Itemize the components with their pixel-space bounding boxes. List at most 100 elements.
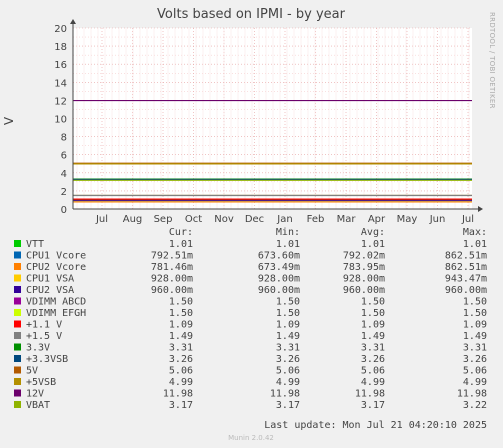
legend-avg-value: 4.99	[361, 377, 385, 388]
legend-cur-value: 928.00m	[151, 274, 193, 285]
legend-cur-value: 960.00m	[151, 285, 193, 296]
legend-avg-value: 1.01	[361, 239, 385, 250]
y-axis-arrow	[70, 19, 76, 24]
legend-avg-value: 3.31	[361, 343, 385, 354]
column-avg: Avg:	[361, 227, 385, 238]
legend-min-value: 5.06	[276, 366, 300, 377]
legend-min-value: 4.99	[276, 377, 300, 388]
x-tick-label: Dec	[245, 214, 264, 225]
legend-swatch	[14, 320, 21, 328]
legend-cur-value: 3.17	[169, 400, 193, 411]
y-tick-label: 6	[61, 151, 67, 162]
legend-max-value: 3.26	[463, 354, 487, 365]
legend-series-name: CPU1 Vcore	[26, 251, 86, 262]
legend-swatch	[14, 366, 21, 374]
column-cur: Cur:	[169, 227, 193, 238]
legend-max-value: 862.51m	[445, 251, 487, 262]
y-tick-labels: 0 2 4 6 8 10 12 14 16 18 20	[54, 24, 67, 216]
legend-swatch	[14, 309, 21, 316]
legend-swatch	[14, 332, 21, 339]
last-update: Last update: Mon Jul 21 04:20:10 2025	[264, 420, 487, 431]
legend-cur-value: 1.50	[169, 308, 193, 319]
legend-avg-value: 1.09	[361, 320, 385, 331]
x-tick-label: Jan	[276, 214, 292, 225]
y-tick-label: 4	[61, 169, 67, 180]
legend-cur-value: 4.99	[169, 377, 193, 388]
legend-min-value: 928.00m	[258, 274, 300, 285]
legend-max-value: 1.09	[463, 320, 487, 331]
legend-series-name: VBAT	[26, 400, 50, 411]
series-lines	[73, 99, 472, 203]
x-tick-label: Mar	[337, 214, 357, 225]
legend-avg-value: 3.17	[361, 400, 385, 411]
x-tick-labels: Jul Aug Sep Oct Nov Dec Jan Feb Mar Apr May Jun Jul	[95, 214, 474, 225]
legend-series-name: +3.3VSB	[26, 354, 68, 365]
legend-min-value: 1.50	[276, 297, 300, 308]
chart-title: Volts based on IPMI - by year	[157, 7, 346, 22]
legend-swatch	[14, 240, 21, 247]
legend-max-value: 943.47m	[445, 274, 487, 285]
legend-swatch	[14, 297, 21, 305]
x-tick-label: Sep	[154, 214, 173, 225]
legend-series-name: 5V	[26, 366, 38, 377]
legend-series-name: 3.3V	[26, 343, 50, 354]
legend-swatch	[14, 251, 21, 259]
legend-min-value: 1.01	[276, 239, 300, 250]
legend-avg-value: 1.49	[361, 331, 385, 342]
legend-min-value: 3.17	[276, 400, 300, 411]
legend-series-name: CPU2 VSA	[26, 285, 74, 296]
legend-avg-value: 3.26	[361, 354, 385, 365]
y-tick-label: 18	[54, 42, 67, 53]
legend-max-value: 1.50	[463, 308, 487, 319]
x-axis-arrow	[478, 206, 483, 212]
legend-cur-value: 1.49	[169, 331, 193, 342]
legend-max-value: 3.31	[463, 343, 487, 354]
legend-min-value: 960.00m	[258, 285, 300, 296]
legend-series-name: VDIMM EFGH	[26, 308, 86, 319]
legend-cur-value: 1.09	[169, 320, 193, 331]
legend-cur-value: 1.50	[169, 297, 193, 308]
legend: Cur: Min: Avg: Max: VTT 1.01 1.01 1.01 1.01 C…	[14, 227, 487, 411]
legend-swatch	[14, 355, 21, 362]
legend-max-value: 11.98	[457, 389, 487, 400]
legend-avg-value: 5.06	[361, 366, 385, 377]
x-tick-label: Aug	[123, 214, 143, 225]
legend-avg-value: 792.02m	[343, 251, 385, 262]
x-tick-label: Apr	[368, 214, 386, 225]
legend-cur-value: 3.26	[169, 354, 193, 365]
axes	[70, 19, 483, 212]
legend-min-value: 3.31	[276, 343, 300, 354]
legend-avg-value: 1.50	[361, 308, 385, 319]
legend-cur-value: 792.51m	[151, 251, 193, 262]
y-tick-label: 8	[61, 133, 67, 144]
legend-cur-value: 781.46m	[151, 262, 193, 273]
legend-swatch	[14, 263, 21, 270]
y-tick-label: 14	[54, 78, 67, 89]
y-axis-label: V	[2, 116, 16, 125]
legend-cur-value: 5.06	[169, 366, 193, 377]
legend-series-name: +1.5 V	[26, 331, 62, 342]
legend-max-value: 1.01	[463, 239, 487, 250]
y-tick-label: 2	[61, 187, 67, 198]
legend-series-name: +5VSB	[26, 377, 56, 388]
legend-swatch	[14, 401, 21, 408]
legend-series-name: CPU2 Vcore	[26, 262, 86, 273]
legend-series-name: VTT	[26, 239, 44, 250]
munin-version: Munin 2.0.42	[228, 434, 274, 442]
legend-max-value: 4.99	[463, 377, 487, 388]
legend-swatch	[14, 286, 21, 293]
x-tick-label: Oct	[185, 214, 202, 225]
x-tick-label: Nov	[214, 214, 234, 225]
legend-series-name: VDIMM ABCD	[26, 297, 86, 308]
y-tick-label: 10	[54, 115, 67, 126]
x-tick-label: May	[397, 214, 418, 225]
legend-series-name: 12V	[26, 389, 44, 400]
legend-avg-value: 960.00m	[343, 285, 385, 296]
legend-avg-value: 783.95m	[343, 262, 385, 273]
legend-cur-value: 1.01	[169, 239, 193, 250]
y-tick-label: 12	[54, 96, 67, 107]
legend-series-name: +1.1 V	[26, 320, 62, 331]
legend-max-value: 960.00m	[445, 285, 487, 296]
y-tick-label: 0	[61, 205, 67, 216]
